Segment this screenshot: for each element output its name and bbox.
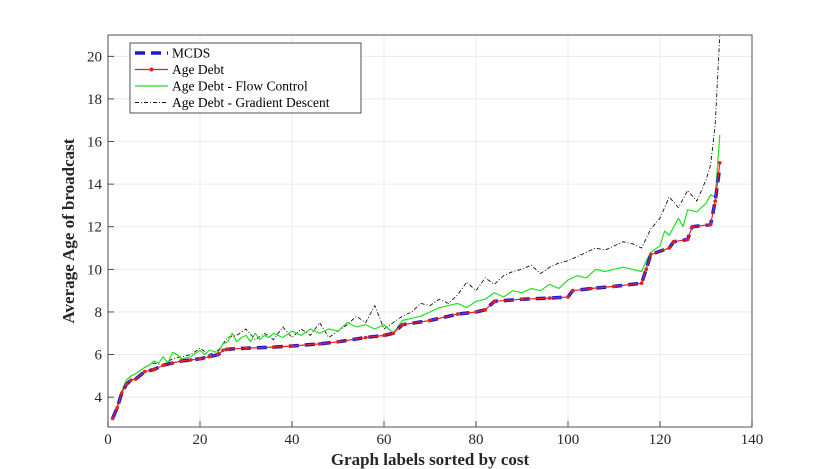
- age-debt-point: [667, 246, 671, 250]
- x-tick-label: 20: [193, 432, 208, 448]
- legend-label: Age Debt: [172, 62, 224, 77]
- y-tick-label: 18: [87, 92, 102, 108]
- age-debt-point: [644, 267, 648, 272]
- legend-label: Age Debt - Gradient Descent: [172, 95, 330, 110]
- age-debt-point: [290, 344, 294, 348]
- series-line-age-debt: [112, 162, 721, 419]
- age-debt-point: [391, 331, 396, 336]
- series-line-flow-control: [112, 135, 721, 419]
- age-debt-point: [428, 318, 432, 323]
- age-debt-point: [221, 348, 225, 353]
- age-debt-point: [649, 252, 653, 257]
- age-debt-point: [317, 342, 322, 346]
- age-debt-point: [133, 377, 138, 381]
- age-debt-point: [120, 391, 124, 395]
- y-tick-label: 14: [87, 177, 103, 193]
- x-tick-label: 0: [104, 432, 112, 448]
- age-debt-point: [612, 284, 616, 289]
- y-tick-label: 10: [87, 262, 102, 278]
- x-tick-label: 120: [649, 432, 672, 448]
- age-debt-point: [718, 161, 722, 165]
- y-tick-label: 20: [87, 49, 102, 65]
- age-debt-point: [483, 308, 488, 312]
- age-debt-point: [207, 354, 211, 359]
- legend-label: Age Debt - Flow Control: [172, 79, 308, 94]
- y-tick-label: 6: [95, 348, 103, 364]
- x-tick-label: 140: [741, 432, 764, 448]
- age-debt-point: [566, 295, 570, 299]
- age-debt-point: [382, 333, 386, 338]
- y-axis-label: Average Age of broadcast: [59, 138, 78, 323]
- age-debt-point: [115, 406, 119, 410]
- age-debt-point: [363, 335, 368, 340]
- age-debt-point: [474, 310, 478, 314]
- age-debt-point: [198, 357, 202, 361]
- age-debt-point: [639, 281, 644, 285]
- legend-box: [129, 42, 362, 114]
- age-debt-point: [547, 296, 552, 300]
- x-tick-label: 40: [285, 432, 300, 448]
- y-tick-label: 4: [95, 390, 103, 406]
- x-tick-label: 100: [557, 432, 580, 448]
- y-tick-label: 16: [87, 135, 103, 151]
- age-debt-point: [672, 239, 676, 244]
- age-debt-point: [225, 347, 230, 352]
- age-debt-point: [336, 339, 340, 344]
- age-debt-point: [179, 359, 184, 363]
- legend-marker: [149, 67, 154, 72]
- age-debt-point: [690, 224, 694, 229]
- series-line-mcds: [110, 166, 722, 420]
- series-line-gradient-descent: [112, 35, 721, 419]
- y-tick-label: 12: [87, 220, 102, 236]
- legend-label: MCDS: [172, 46, 210, 61]
- x-tick-label: 80: [469, 432, 484, 448]
- age-debt-point: [570, 288, 575, 293]
- age-debt-point: [170, 361, 175, 365]
- age-debt-point: [400, 322, 405, 327]
- age-debt-point: [161, 363, 165, 368]
- age-debt-point: [685, 237, 690, 242]
- plot-frame: [107, 34, 753, 428]
- age-debt-point: [143, 369, 147, 374]
- age-debt-point: [713, 199, 717, 203]
- y-tick-label: 8: [95, 305, 103, 321]
- age-debt-point: [124, 382, 129, 387]
- age-debt-point: [708, 222, 713, 227]
- series-lines: [110, 35, 722, 421]
- grid: [107, 35, 753, 427]
- age-debt-point: [589, 286, 593, 291]
- age-debt-point: [110, 416, 115, 421]
- age-debt-point: [216, 352, 221, 357]
- age-debt-point: [520, 297, 524, 301]
- age-debt-point: [244, 346, 248, 350]
- age-debt-point: [152, 367, 156, 372]
- age-debt-point: [492, 299, 497, 304]
- x-axis-label: Graph labels sorted by cost: [331, 450, 530, 469]
- age-debt-point: [271, 345, 276, 349]
- age-debt-point: [129, 378, 133, 382]
- age-debt-point: [455, 312, 460, 316]
- age-debt-point: [189, 358, 193, 362]
- x-tick-label: 60: [377, 432, 392, 448]
- axis-ticks: 0 20 40 60 80 100 120 140 4 6 8 10 12 14 16 18 20: [87, 49, 763, 448]
